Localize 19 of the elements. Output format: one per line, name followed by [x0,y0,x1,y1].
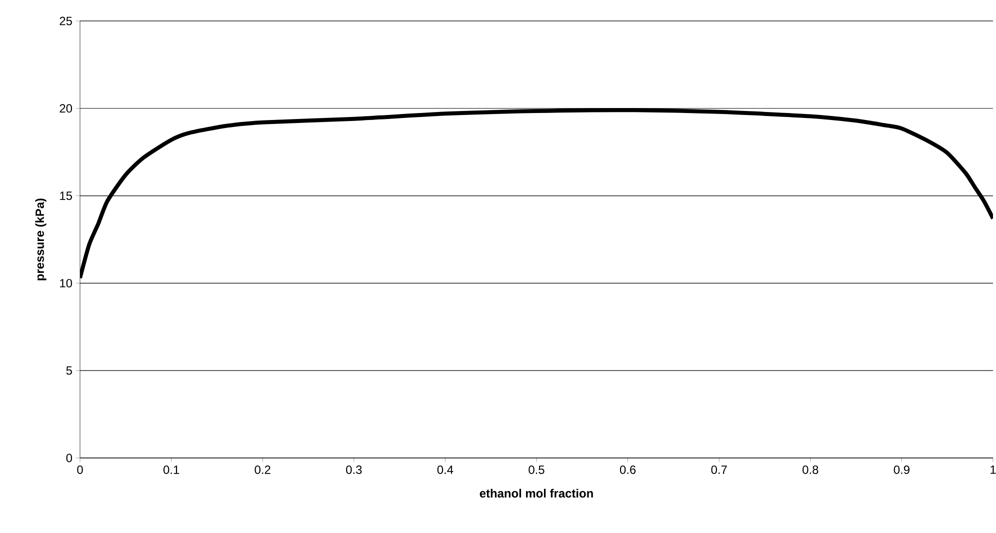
y-tick-label: 0 [66,454,72,462]
x-tick-label: 0.1 [163,466,180,474]
y-tick-label: 25 [60,16,72,26]
y-axis-title: pressure (kPa) [35,198,46,280]
x-axis-title: ethanol mol fraction [480,488,593,498]
x-tick-label: 0.2 [254,466,270,474]
x-tick-label: 0.6 [620,466,636,474]
x-tick-label: 0.5 [528,466,544,474]
x-tick-label: 0.8 [802,466,818,474]
x-tick-label: 0 [77,466,83,474]
x-tick-label: 0.4 [437,466,454,474]
y-tick-label: 5 [66,366,72,375]
x-tick-label: 0.9 [894,466,910,474]
y-tick-label: 15 [60,192,72,200]
y-tick-label: 10 [60,278,72,288]
x-tick-label: 0.3 [346,466,362,474]
x-tick-label: 1 [990,466,996,474]
y-tick-label: 20 [60,104,72,113]
x-tick-label: 0.7 [711,466,727,474]
